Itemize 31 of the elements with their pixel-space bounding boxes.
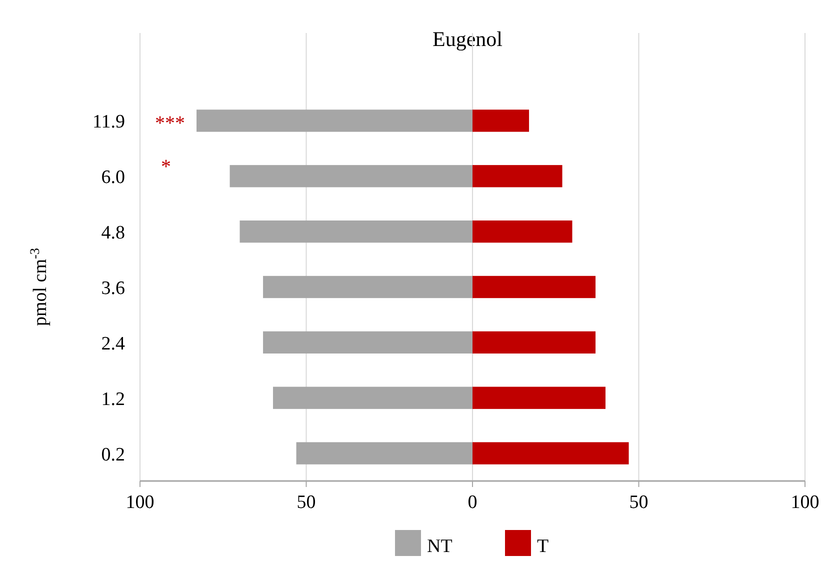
chart-title: Eugenol: [432, 27, 503, 51]
x-tick-label: 100: [790, 492, 820, 513]
y-tick-label: 1.2: [101, 388, 125, 410]
x-tick-label: 50: [296, 492, 316, 513]
y-tick-label: 11.9: [92, 112, 125, 133]
bar: [472, 276, 596, 298]
bar: [263, 331, 472, 354]
y-tick-label: 0.2: [101, 444, 125, 466]
bar: [240, 220, 472, 243]
bar: [472, 331, 596, 354]
x-tick-label: 0: [468, 492, 478, 513]
bar: [472, 220, 572, 243]
y-tick-label: 6.0: [101, 167, 125, 188]
bar: [472, 110, 530, 132]
x-tick-label: 50: [629, 492, 648, 513]
y-tick-label: 2.4: [101, 333, 126, 354]
bar: [472, 165, 562, 188]
bar: [472, 386, 606, 409]
bar: [230, 165, 472, 188]
bar: [472, 442, 629, 464]
y-tick-label: 4.8: [101, 222, 125, 244]
y-tick-label: 3.6: [101, 278, 125, 299]
bar: [273, 386, 472, 409]
legend-label: T: [537, 536, 549, 557]
bar: [296, 442, 472, 464]
annotation: ***: [155, 112, 185, 135]
x-tick-label: 100: [126, 492, 154, 513]
bar: [263, 276, 472, 298]
annotation: *: [161, 156, 171, 178]
legend-label: NT: [427, 536, 453, 557]
bar: [196, 110, 472, 132]
